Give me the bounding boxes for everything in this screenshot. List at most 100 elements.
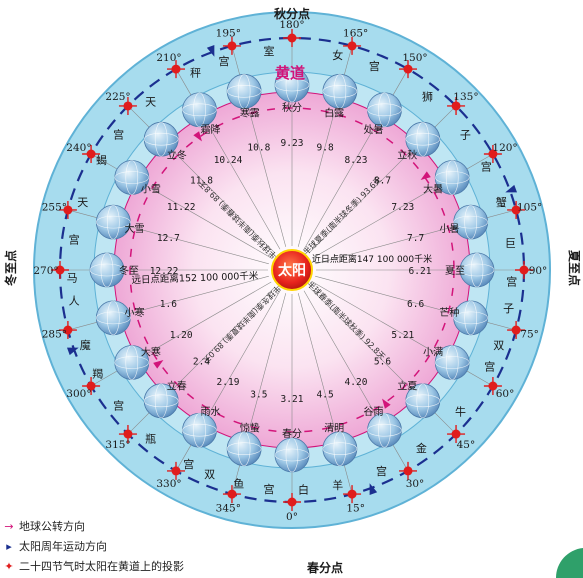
earth-globe (182, 412, 217, 448)
projection-marker-icon (399, 461, 417, 480)
degree-label: 135° (453, 91, 478, 103)
projection-marker-icon (507, 321, 526, 340)
degree-label: 60° (496, 388, 515, 400)
zodiac-char: 双 (493, 339, 504, 352)
solar-term-name: 小雪 (141, 184, 161, 196)
zodiac-char: 瓶 (145, 432, 156, 446)
zodiac-char: 室 (264, 44, 275, 58)
solar-term-name: 春分 (282, 428, 302, 440)
zodiac-char: 宫 (69, 232, 80, 246)
degree-label: 270° (33, 265, 58, 277)
autumn-equinox-point: 秋分点 (274, 6, 310, 21)
legend-sun-direction: ▸ 太阳周年运动方向 (2, 538, 107, 554)
earth-direction-arrow-icon (382, 398, 391, 409)
projection-marker-icon (483, 145, 502, 163)
projection-marker-icon (447, 96, 466, 115)
degree-label: 0° (286, 511, 298, 523)
zodiac-char: 天 (145, 95, 156, 108)
degree-label: 225° (105, 91, 130, 103)
solar-term-name: 芒种 (439, 306, 459, 319)
projection-marker-icon (343, 36, 362, 55)
projection-marker-icon (58, 200, 77, 219)
zodiac-char: 宫 (264, 482, 275, 496)
earth-positions: 春分 清明 谷雨 立夏 小满 芒种 夏至 小暑 大暑 立秋 处暑 白露 秋分 寒露霜降立冬小雪大雪冬至小寒… (89, 67, 495, 473)
solar-term-date: 3.5 (250, 390, 267, 401)
zodiac-char: 魔 (80, 338, 91, 352)
earth-globe (405, 383, 441, 419)
earth-globe (89, 252, 125, 288)
date-labels: 3.21 4.5 4.20 5.6 5.21 6.6 6.21 7.7 7.23 8.7 8.23 9… (150, 138, 432, 405)
legend-sun-direction-label: 太阳周年运动方向 (19, 540, 107, 553)
solar-term-date: 12.22 (150, 266, 179, 277)
solar-term-name: 立夏 (397, 379, 417, 392)
degree-label: 255° (42, 201, 67, 213)
solar-term-date: 4.20 (345, 377, 368, 388)
zodiac-char: 蟹 (496, 195, 507, 209)
sun-direction-arrow-icon (206, 44, 215, 57)
earth-globe (405, 121, 441, 157)
earth-globe (322, 73, 358, 109)
projection-marker-icon (118, 425, 137, 444)
degree-label: 285° (42, 329, 67, 341)
projection-marker-icon (167, 461, 185, 480)
solar-term-name: 大雪 (125, 222, 145, 235)
legend-earth-direction-label: 地球公转方向 (19, 520, 85, 533)
earth-globe (322, 431, 358, 467)
earth-globe (95, 300, 131, 336)
projection-marker-icon (283, 29, 301, 47)
earth-direction-arrow-icon (193, 131, 202, 142)
earth-globe (453, 204, 489, 240)
sun-direction-arrow-icon (505, 184, 518, 193)
solar-term-name: 惊蛰 (240, 421, 260, 434)
solar-term-name: 小暑 (439, 223, 459, 235)
solar-term-name: 立冬 (167, 149, 187, 162)
earth-direction-arrow-icon (153, 360, 164, 369)
projection-marker-icon (447, 425, 466, 444)
degree-label: 45° (457, 439, 476, 451)
degree-label: 75° (520, 329, 539, 341)
zodiac-char: 双 (204, 468, 215, 481)
solar-term-name: 霜降 (201, 123, 221, 136)
vernal-equinox-point: 春分点 (306, 560, 343, 575)
zodiac-char: 牛 (455, 404, 466, 418)
solar-term-name: 大寒 (141, 346, 161, 359)
earth-globe (182, 92, 217, 128)
zodiac-char: 宫 (113, 128, 124, 142)
projection-marker-icon (58, 321, 77, 340)
earth-globe (453, 300, 489, 336)
solar-term-date: 12.7 (157, 233, 180, 244)
earth-globe (143, 121, 179, 157)
degree-label: 15° (346, 503, 365, 515)
solar-term-date: 6.21 (409, 266, 432, 277)
corner-decoration (555, 548, 583, 578)
earth-globe (274, 67, 310, 103)
aphelion-label: 远日点距离152 100 000千米 (131, 270, 259, 286)
zodiac-char: 宫 (183, 457, 194, 471)
projection-marker-icon (82, 377, 101, 395)
solar-term-date: 11.22 (167, 202, 196, 213)
winter-solstice-point: 冬至点 (3, 250, 18, 286)
projection-marker-icon (118, 96, 137, 115)
zodiac-char: 羯 (92, 366, 103, 380)
zodiac-char: 宫 (113, 398, 124, 412)
projection-marker-icon (399, 60, 417, 79)
sun (271, 249, 313, 291)
zodiac-char: 天 (77, 196, 88, 209)
zodiac-char: 羊 (332, 478, 343, 492)
ecliptic-title: 黄道 (275, 64, 305, 82)
solar-term-date: 4.5 (317, 390, 334, 401)
solar-term-name: 小寒 (125, 306, 145, 319)
earth-globe (434, 345, 470, 380)
solar-term-name: 雨水 (201, 406, 221, 418)
degree-label: 195° (216, 27, 241, 39)
solar-term-name: 立秋 (397, 149, 417, 162)
solar-term-name: 寒露 (240, 107, 260, 120)
projection-marker-icon: ✦ (4, 559, 14, 573)
radial-lines (60, 38, 524, 502)
legend-earth-direction: → 地球公转方向 (2, 518, 85, 534)
degree-label: 300° (66, 388, 91, 400)
degree-label: 90° (529, 265, 548, 277)
solar-term-date: 7.7 (407, 233, 424, 244)
legend-projection: ✦ 二十四节气时太阳在黄道上的投影 (2, 558, 184, 574)
solar-term-date: 6.6 (407, 299, 424, 310)
